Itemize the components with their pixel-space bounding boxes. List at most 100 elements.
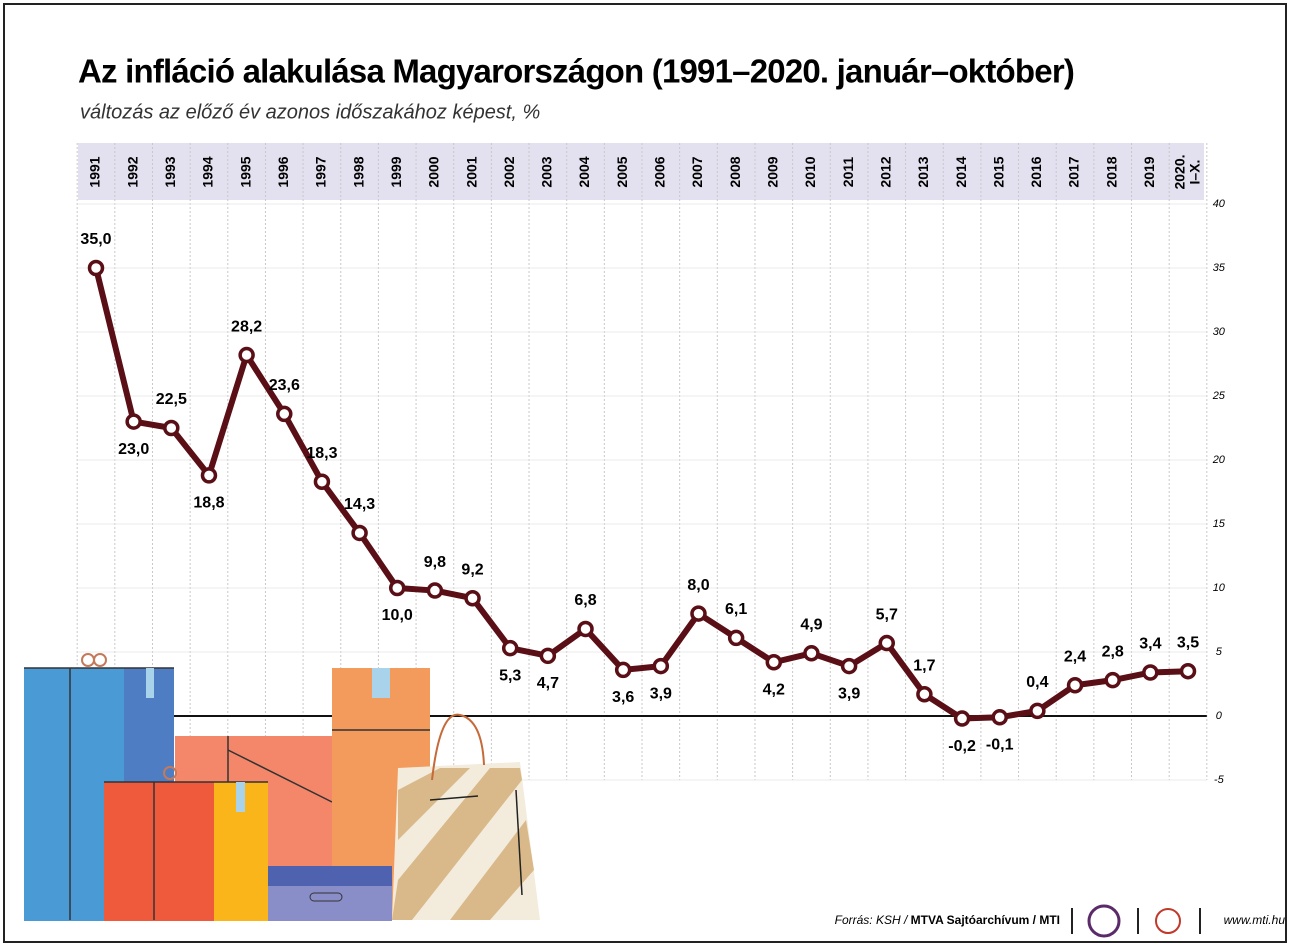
data-point: [426, 582, 444, 599]
data-label: 35,0: [80, 231, 111, 248]
box: [104, 782, 214, 921]
x-tick-label: 2019: [1141, 156, 1157, 187]
x-tick-label: 2008: [727, 156, 743, 187]
x-tick-label: 1996: [275, 156, 291, 187]
data-label: 10,0: [382, 607, 413, 624]
data-point: [1142, 664, 1159, 681]
data-point: [1066, 677, 1084, 694]
y-tick-label: 35: [1213, 262, 1226, 274]
logo: [1087, 904, 1121, 938]
x-tick-label: 2020.I–X.: [1171, 154, 1202, 189]
data-label: 1,7: [913, 657, 935, 674]
box-tape: [236, 782, 245, 812]
source-text: Forrás: KSH /: [835, 913, 911, 927]
bag-stripes: [392, 768, 534, 920]
x-tick-label: 2003: [539, 156, 555, 187]
x-tick-label: 2004: [576, 156, 592, 187]
data-label: 4,7: [537, 675, 559, 692]
data-label: 4,9: [800, 616, 822, 633]
data-label: 3,9: [838, 685, 860, 702]
data-label: -0,1: [986, 736, 1014, 753]
x-tick-label: 1991: [87, 156, 103, 187]
data-point: [765, 653, 783, 671]
data-point: [652, 657, 670, 675]
x-tick-label: 1998: [350, 156, 366, 187]
y-tick-label: 15: [1213, 518, 1226, 530]
data-label: 3,9: [650, 685, 672, 702]
data-label: 6,1: [725, 601, 747, 618]
footer-source: Forrás: KSH / MTVA Sajtóarchívum / MTI: [835, 913, 1060, 927]
data-label: 6,8: [574, 592, 596, 609]
x-tick-label: 2016: [1028, 156, 1044, 187]
y-tick-label: -5: [1214, 774, 1225, 786]
data-point: [238, 346, 255, 364]
data-point: [614, 661, 632, 679]
box-handle: [309, 892, 343, 902]
data-point: [803, 645, 820, 662]
bag-line: [515, 789, 523, 896]
x-tick-label: 1992: [124, 156, 140, 187]
data-point: [1179, 662, 1197, 680]
data-label: 3,6: [612, 689, 634, 706]
data-label: 18,3: [306, 445, 337, 462]
data-label: 23,6: [269, 377, 300, 394]
data-point: [539, 647, 557, 665]
source-bold: MTVA Sajtóarchívum / MTI: [911, 913, 1060, 927]
data-point: [991, 709, 1008, 726]
x-tick-label: 2006: [652, 156, 668, 187]
box-lid: [268, 866, 392, 886]
x-tick-label: 1995: [237, 156, 253, 187]
data-point: [276, 405, 293, 423]
data-point: [878, 634, 896, 652]
x-tick-label: 1997: [313, 156, 329, 187]
data-point: [1104, 671, 1121, 689]
chart-subtitle: változás az előző év azonos időszakához …: [80, 101, 540, 123]
box-line: [227, 749, 333, 803]
data-label: 28,2: [231, 318, 262, 335]
data-point: [916, 685, 933, 703]
x-tick-label: 1999: [388, 156, 404, 187]
y-tick-label: 25: [1212, 390, 1226, 402]
data-point: [464, 589, 481, 607]
data-label: 14,3: [344, 496, 375, 513]
data-point: [953, 710, 971, 727]
chart-title: Az infláció alakulása Magyarországon (19…: [78, 53, 1074, 90]
data-point: [163, 419, 180, 437]
data-point: [1029, 702, 1046, 720]
x-tick-label: 2009: [764, 156, 780, 187]
x-tick-label: 2013: [915, 156, 931, 187]
y-tick-label: 40: [1213, 198, 1226, 210]
data-label: 22,5: [156, 391, 187, 408]
data-label: 3,5: [1177, 634, 1199, 651]
y-tick-label: 0: [1216, 710, 1223, 722]
data-point: [351, 524, 368, 542]
data-label: 5,3: [499, 667, 521, 684]
x-tick-label: 2010: [802, 156, 818, 187]
frame: [3, 3, 1287, 943]
data-point: [200, 467, 218, 484]
data-point: [313, 473, 331, 491]
x-tick-label: 2017: [1066, 156, 1082, 187]
bow: [93, 653, 107, 667]
box-tape: [372, 668, 390, 698]
data-label: 9,2: [461, 561, 483, 578]
data-label: 0,4: [1026, 674, 1048, 691]
data-label: 8,0: [687, 577, 709, 594]
data-point: [125, 413, 142, 430]
x-tick-label: 2011: [840, 157, 856, 188]
y-tick-label: 10: [1213, 582, 1226, 594]
data-label: 23,0: [118, 441, 149, 458]
logo: [1155, 908, 1181, 934]
x-tick-label: 2018: [1103, 156, 1119, 187]
data-point: [388, 579, 406, 597]
x-tick-label: 2012: [877, 156, 893, 187]
data-label: 4,2: [763, 681, 785, 698]
data-label: 2,4: [1064, 648, 1086, 665]
y-tick-label: 30: [1213, 326, 1226, 338]
grid: -5 0 5 10 15 20 25 30 35 40 1991 1992 1993 1994 1995 19…: [76, 143, 1226, 786]
x-tick-label: 2014: [953, 156, 969, 187]
data-label: -0,2: [948, 738, 976, 755]
x-tick-label: 2007: [689, 156, 705, 187]
y-tick-label: 20: [1212, 454, 1226, 466]
